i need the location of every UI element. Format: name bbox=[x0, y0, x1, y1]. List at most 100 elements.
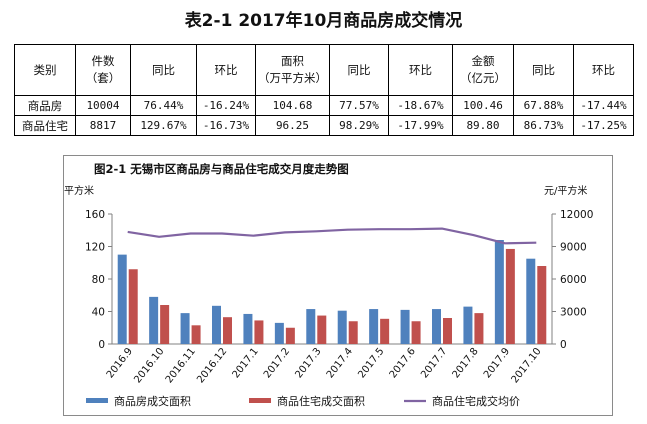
bar-residential-area bbox=[223, 317, 232, 344]
bar-commercial-area bbox=[212, 305, 221, 344]
header-text: 类别 bbox=[33, 62, 57, 77]
bar-commercial-area bbox=[337, 310, 347, 344]
table-cell: 98.29% bbox=[329, 115, 389, 136]
table-cell: 89.80 bbox=[452, 115, 514, 136]
table-cell: 96.25 bbox=[255, 115, 330, 136]
x-tick-label: 2017.10 bbox=[510, 346, 544, 385]
table-cell: -17.44% bbox=[573, 95, 634, 116]
table-cell: 100.46 bbox=[452, 95, 514, 116]
right-axis-unit: 元/平方米 bbox=[544, 184, 587, 197]
table-title: 表2-1 2017年10月商品房成交情况 bbox=[184, 11, 463, 31]
x-tick-label: 2016.10 bbox=[132, 346, 166, 385]
chart-title: 图2-1 无锡市区商品房与商品住宅成交月度走势图 bbox=[94, 162, 349, 176]
x-tick-label: 2017.2 bbox=[262, 346, 292, 380]
x-tick-label: 2017.5 bbox=[356, 346, 386, 380]
table-cell: 商品住宅 bbox=[14, 115, 76, 136]
table-cell: 商品房 bbox=[14, 95, 76, 116]
header-line: 金额 bbox=[471, 54, 495, 68]
table-cell: 77.57% bbox=[329, 95, 389, 116]
x-tick-label: 2016.9 bbox=[105, 346, 135, 380]
table-cell: -18.67% bbox=[388, 95, 453, 116]
x-tick-label: 2017.8 bbox=[451, 346, 481, 380]
bar-commercial-area bbox=[463, 306, 473, 344]
table-cell: -16.73% bbox=[196, 115, 256, 136]
y-left-tick-label: 80 bbox=[92, 274, 105, 286]
bar-commercial-area bbox=[494, 240, 504, 344]
bar-residential-area bbox=[317, 315, 327, 344]
table-cell: 76.44% bbox=[130, 95, 197, 116]
legend-residential-area-swatch bbox=[249, 398, 271, 403]
table-header-row: 类别 件数 （套） 同比 环比 面积 （万平方米） 同比 环比 金额 （亿元） … bbox=[14, 44, 634, 96]
bar-residential-area bbox=[505, 248, 515, 344]
y-left-tick-label: 160 bbox=[85, 209, 105, 221]
bar-residential-area bbox=[348, 321, 358, 344]
bar-residential-area bbox=[191, 325, 201, 344]
header-text: 环比 bbox=[214, 62, 238, 77]
header-line: （亿元） bbox=[460, 71, 506, 85]
y-left-tick-label: 0 bbox=[98, 339, 105, 351]
table-header-cell: 面积 （万平方米） bbox=[255, 44, 330, 96]
y-right-tick-label: 3000 bbox=[560, 307, 587, 319]
header-text: 环比 bbox=[592, 62, 615, 77]
table-header-cell: 同比 bbox=[130, 44, 197, 96]
x-tick-label: 2016.12 bbox=[195, 346, 229, 385]
table-header-cell: 同比 bbox=[329, 44, 389, 96]
table-cell: -17.25% bbox=[573, 115, 634, 136]
legend-avg-price-label: 商品住宅成交均价 bbox=[432, 394, 520, 408]
bar-commercial-area bbox=[306, 309, 316, 344]
y-right-tick-label: 9000 bbox=[560, 242, 587, 254]
bar-commercial-area bbox=[274, 322, 284, 344]
table-cell: 67.88% bbox=[513, 95, 574, 116]
bar-residential-area bbox=[474, 313, 484, 344]
bar-commercial-area bbox=[400, 309, 410, 344]
y-right-tick-label: 0 bbox=[560, 339, 567, 351]
x-tick-label: 2017.1 bbox=[231, 346, 261, 380]
y-left-tick-label: 120 bbox=[85, 242, 105, 254]
table-cell: -17.99% bbox=[388, 115, 453, 136]
table-row: 商品住宅 8817 129.67% -16.73% 96.25 98.29% -… bbox=[14, 115, 634, 136]
bar-commercial-area bbox=[117, 254, 127, 344]
header-text: 同比 bbox=[532, 62, 555, 77]
table-header-cell: 同比 bbox=[513, 44, 574, 96]
bar-commercial-area bbox=[180, 313, 190, 344]
bar-residential-area bbox=[285, 327, 295, 344]
left-axis-unit: 万平方米 bbox=[64, 184, 94, 197]
bar-commercial-area bbox=[149, 296, 159, 344]
table-cell: 104.68 bbox=[255, 95, 330, 116]
stats-table: 类别 件数 （套） 同比 环比 面积 （万平方米） 同比 环比 金额 （亿元） … bbox=[14, 44, 634, 136]
y-right-tick-label: 6000 bbox=[560, 274, 587, 286]
x-tick-label: 2017.7 bbox=[419, 346, 449, 380]
x-tick-label: 2017.4 bbox=[325, 346, 355, 380]
bar-residential-area bbox=[411, 321, 421, 344]
table-cell: 129.67% bbox=[130, 115, 197, 136]
header-line: （套） bbox=[85, 71, 121, 85]
header-text: 同比 bbox=[152, 62, 175, 77]
y-right-tick-label: 12000 bbox=[560, 209, 593, 221]
bar-residential-area bbox=[160, 305, 170, 344]
table-header-cell: 件数 （套） bbox=[75, 44, 131, 96]
header-line: 件数 bbox=[91, 54, 115, 68]
table-header-cell: 环比 bbox=[196, 44, 256, 96]
bar-residential-area bbox=[537, 266, 547, 344]
header-text: 同比 bbox=[347, 62, 371, 77]
bar-commercial-area bbox=[526, 258, 536, 344]
table-cell: 8817 bbox=[75, 115, 131, 136]
bar-commercial-area bbox=[432, 309, 441, 344]
x-tick-label: 2016.11 bbox=[164, 346, 198, 385]
bar-residential-area bbox=[380, 318, 390, 344]
x-tick-label: 2017.3 bbox=[293, 346, 323, 380]
chart-container: 图2-1 无锡市区商品房与商品住宅成交月度走势图 万平方米 元/平方米 0 40 8… bbox=[54, 155, 613, 416]
table-header-cell: 金额 （亿元） bbox=[452, 44, 514, 96]
legend-residential-area-label: 商品住宅成交面积 bbox=[277, 394, 365, 408]
x-tick-label: 2017.6 bbox=[388, 346, 418, 380]
table-row: 商品房 10004 76.44% -16.24% 104.68 77.57% -… bbox=[14, 95, 634, 116]
table-cell: 86.73% bbox=[513, 115, 574, 136]
chart-svg: 图2-1 无锡市区商品房与商品住宅成交月度走势图 万平方米 元/平方米 0 40 8… bbox=[54, 162, 593, 408]
table-header-cell: 类别 bbox=[14, 44, 76, 96]
table-cell: -16.24% bbox=[196, 95, 256, 116]
x-tick-label: 2017.9 bbox=[482, 346, 512, 380]
table-cell: 10004 bbox=[75, 95, 131, 116]
header-line: （万平方米） bbox=[258, 71, 327, 85]
bar-residential-area bbox=[254, 320, 264, 344]
bar-residential-area bbox=[443, 318, 452, 344]
